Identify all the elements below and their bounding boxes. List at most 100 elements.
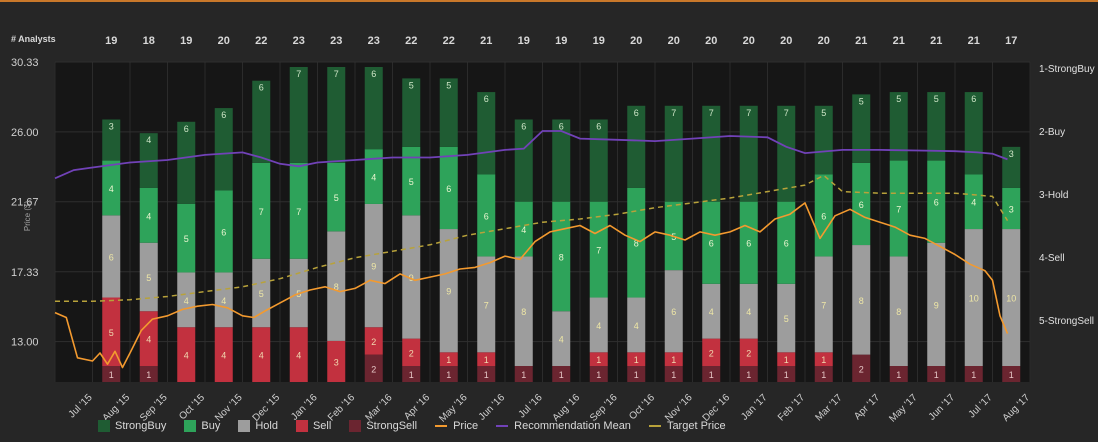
bar-strongbuy-segment xyxy=(702,105,721,202)
legend-label-target-price: Target Price xyxy=(666,420,726,432)
bar-count-label: 9 xyxy=(934,300,939,310)
analyst-count-label: 21 xyxy=(930,35,942,47)
bar-strongsell-segment xyxy=(477,366,496,382)
analyst-count-label: 20 xyxy=(668,35,680,47)
bar-count-label: 6 xyxy=(559,121,564,131)
bar-count-label: 1 xyxy=(521,370,526,380)
bar-count-label: 4 xyxy=(971,198,976,208)
y-tick-label: 17.33 xyxy=(11,267,39,279)
bar-count-label: 5 xyxy=(109,328,114,338)
x-tick-label: Jul '17 xyxy=(967,392,995,420)
bar-count-label: 1 xyxy=(896,370,901,380)
bar-count-label: 4 xyxy=(259,351,264,361)
bar-count-label: 7 xyxy=(709,108,714,118)
bar-count-label: 1 xyxy=(409,370,414,380)
bar-strongbuy-segment xyxy=(552,119,571,202)
bar-strongbuy-segment xyxy=(327,67,346,163)
bar-buy-segment xyxy=(627,187,646,298)
bar-count-label: 3 xyxy=(1009,205,1014,215)
bar-hold-segment xyxy=(589,297,608,353)
bar-hold-segment xyxy=(177,272,196,328)
bar-sell-segment xyxy=(177,327,196,382)
bar-strongsell-segment xyxy=(927,366,946,382)
bar-count-label: 8 xyxy=(859,296,864,306)
bar-count-label: 6 xyxy=(784,239,789,249)
legend-item-target-price[interactable]: Target Price xyxy=(648,420,726,432)
bar-hold-segment xyxy=(102,215,121,298)
bar-strongsell-segment xyxy=(852,354,871,382)
bar-strongbuy-segment xyxy=(514,119,533,202)
analyst-count-label: 20 xyxy=(705,35,717,47)
bar-buy-segment xyxy=(777,201,796,284)
bar-hold-segment xyxy=(627,297,646,353)
bar-count-label: 1 xyxy=(1009,370,1014,380)
bar-count-label: 1 xyxy=(634,355,639,365)
bar-strongsell-segment xyxy=(402,366,421,382)
bar-count-label: 4 xyxy=(559,335,564,345)
bar-buy-segment xyxy=(927,160,946,243)
legend-item-sell[interactable]: Sell xyxy=(295,420,331,432)
bar-strongsell-segment xyxy=(1002,366,1021,382)
bar-buy-segment xyxy=(327,162,346,232)
bar-count-label: 7 xyxy=(296,69,301,79)
bar-sell-segment xyxy=(102,297,121,366)
bar-count-label: 4 xyxy=(146,335,151,345)
x-tick-label: Jul '15 xyxy=(67,392,95,420)
legend-item-buy[interactable]: Buy xyxy=(184,420,220,432)
bar-strongsell-segment xyxy=(739,366,758,382)
analyst-count-label: 20 xyxy=(780,35,792,47)
legend-swatch-hold xyxy=(238,420,251,432)
bar-count-label: 4 xyxy=(709,307,714,317)
bar-strongbuy-segment xyxy=(102,119,121,161)
bar-count-label: 6 xyxy=(446,184,451,194)
legend-swatch-strongsell xyxy=(349,420,362,432)
legend-item-strongbuy[interactable]: StrongBuy xyxy=(98,420,166,432)
bar-count-label: 1 xyxy=(821,370,826,380)
bar-count-label: 10 xyxy=(1006,294,1016,304)
right-axis-tick-label: 4-Sell xyxy=(1039,253,1065,264)
bar-count-label: 4 xyxy=(296,351,301,361)
bar-count-label: 5 xyxy=(934,94,939,104)
bar-hold-segment xyxy=(889,256,908,366)
bar-hold-segment xyxy=(214,272,233,328)
analyst-count-label: 18 xyxy=(143,35,155,47)
analyst-count-label: 22 xyxy=(405,35,417,47)
bar-count-label: 6 xyxy=(746,239,751,249)
legend-item-strongsell[interactable]: StrongSell xyxy=(349,420,417,432)
bar-hold-segment xyxy=(814,256,833,353)
bar-strongsell-segment xyxy=(439,366,458,382)
bar-count-label: 1 xyxy=(784,370,789,380)
bar-buy-segment xyxy=(402,146,421,216)
bar-strongbuy-segment xyxy=(889,92,908,161)
y-tick-label: 21.67 xyxy=(11,197,39,209)
bar-strongsell-segment xyxy=(664,366,683,382)
bar-count-label: 1 xyxy=(671,370,676,380)
bar-count-label: 5 xyxy=(784,314,789,324)
bar-count-label: 4 xyxy=(634,321,639,331)
bar-count-label: 6 xyxy=(934,198,939,208)
bar-buy-segment xyxy=(214,190,233,273)
bar-count-label: 2 xyxy=(859,364,864,374)
bar-count-label: 1 xyxy=(484,355,489,365)
x-tick-label: Apr '17 xyxy=(852,392,882,422)
bar-strongbuy-segment xyxy=(289,67,308,163)
legend-label-strongsell: StrongSell xyxy=(366,420,418,432)
bar-hold-segment xyxy=(327,231,346,341)
analyst-count-label: 21 xyxy=(480,35,492,47)
bar-count-label: 6 xyxy=(821,211,826,221)
legend-item-hold[interactable]: Hold xyxy=(238,420,278,432)
bar-count-label: 5 xyxy=(409,177,414,187)
legend-item-recommendation-mean[interactable]: Recommendation Mean xyxy=(496,420,631,432)
bar-count-label: 8 xyxy=(559,252,564,262)
bar-hold-segment xyxy=(139,242,158,312)
x-tick-label: Jan '17 xyxy=(739,392,770,423)
legend-item-price[interactable]: Price xyxy=(435,420,478,432)
bar-count-label: 5 xyxy=(146,273,151,283)
bar-strongbuy-segment xyxy=(177,121,196,204)
bar-count-label: 2 xyxy=(371,364,376,374)
bar-strongbuy-segment xyxy=(927,92,946,161)
bar-count-label: 1 xyxy=(596,355,601,365)
bar-count-label: 7 xyxy=(596,246,601,256)
bar-count-label: 3 xyxy=(334,357,339,367)
bar-strongbuy-segment xyxy=(739,105,758,202)
